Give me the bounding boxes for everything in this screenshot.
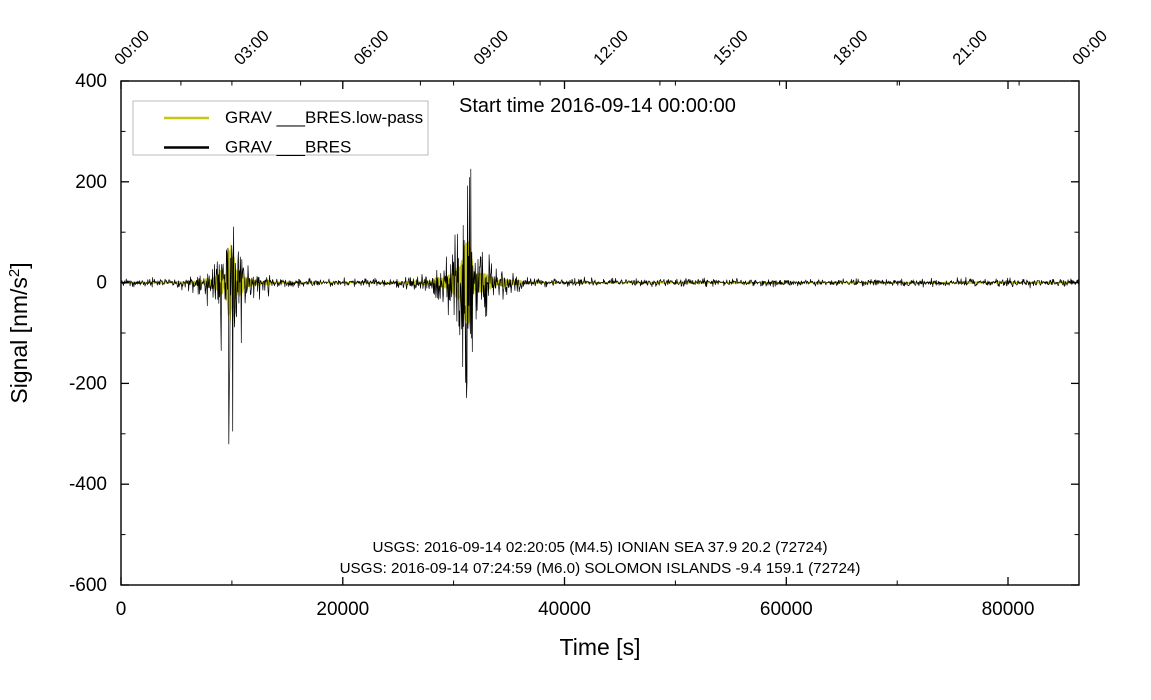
svg-text:-200: -200 bbox=[69, 373, 107, 394]
svg-text:60000: 60000 bbox=[760, 599, 813, 620]
svg-text:Signal [nm/s2]: Signal [nm/s2] bbox=[6, 262, 33, 403]
svg-text:-600: -600 bbox=[69, 575, 107, 596]
svg-text:USGS: 2016-09-14 02:20:05 (M4.: USGS: 2016-09-14 02:20:05 (M4.5) IONIAN … bbox=[372, 539, 827, 556]
svg-text:200: 200 bbox=[75, 172, 107, 193]
svg-text:GRAV ___BRES.low-pass: GRAV ___BRES.low-pass bbox=[225, 108, 423, 127]
svg-text:80000: 80000 bbox=[982, 599, 1035, 620]
svg-text:20000: 20000 bbox=[316, 599, 369, 620]
svg-text:USGS: 2016-09-14 07:24:59 (M6.: USGS: 2016-09-14 07:24:59 (M6.0) SOLOMON… bbox=[340, 560, 861, 577]
svg-text:0: 0 bbox=[116, 599, 127, 620]
svg-text:400: 400 bbox=[75, 71, 107, 92]
svg-text:-400: -400 bbox=[69, 474, 107, 495]
svg-text:Time [s]: Time [s] bbox=[560, 634, 641, 660]
svg-text:Start time 2016-09-14 00:00:00: Start time 2016-09-14 00:00:00 bbox=[459, 95, 736, 117]
svg-text:GRAV ___BRES: GRAV ___BRES bbox=[225, 138, 351, 157]
svg-text:40000: 40000 bbox=[538, 599, 591, 620]
svg-text:0: 0 bbox=[96, 273, 107, 294]
